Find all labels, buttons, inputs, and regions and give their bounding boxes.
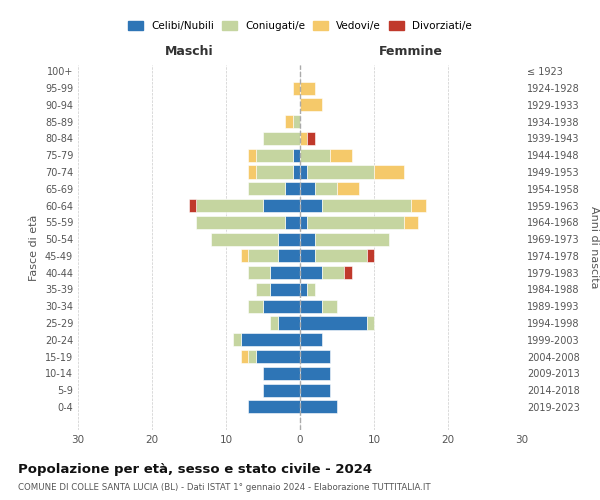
Bar <box>300 98 322 112</box>
Bar <box>263 384 300 396</box>
Bar <box>300 283 307 296</box>
Bar <box>307 283 315 296</box>
Bar <box>404 216 418 229</box>
Text: COMUNE DI COLLE SANTA LUCIA (BL) - Dati ISTAT 1° gennaio 2024 - Elaborazione TUT: COMUNE DI COLLE SANTA LUCIA (BL) - Dati … <box>18 484 431 492</box>
Bar <box>315 250 367 262</box>
Bar <box>241 333 300 346</box>
Bar <box>367 250 374 262</box>
Bar <box>293 82 300 94</box>
Bar <box>300 384 329 396</box>
Bar <box>278 316 300 330</box>
Text: Popolazione per età, sesso e stato civile - 2024: Popolazione per età, sesso e stato civil… <box>18 462 372 475</box>
Bar <box>307 166 374 178</box>
Bar <box>293 115 300 128</box>
Bar <box>248 400 300 413</box>
Bar <box>300 182 315 196</box>
Bar <box>189 199 196 212</box>
Bar <box>248 350 256 363</box>
Bar <box>315 182 337 196</box>
Bar <box>300 216 307 229</box>
Bar <box>337 182 359 196</box>
Bar <box>263 367 300 380</box>
Y-axis label: Anni di nascita: Anni di nascita <box>589 206 599 289</box>
Bar <box>300 367 329 380</box>
Bar <box>278 232 300 245</box>
Bar <box>285 216 300 229</box>
Bar <box>300 199 322 212</box>
Bar <box>300 232 315 245</box>
Bar <box>300 132 307 145</box>
Bar <box>248 182 285 196</box>
Bar <box>263 132 300 145</box>
Legend: Celibi/Nubili, Coniugati/e, Vedovi/e, Divorziati/e: Celibi/Nubili, Coniugati/e, Vedovi/e, Di… <box>126 19 474 34</box>
Bar <box>300 166 307 178</box>
Bar <box>322 199 411 212</box>
Y-axis label: Fasce di età: Fasce di età <box>29 214 39 280</box>
Text: Femmine: Femmine <box>379 45 443 58</box>
Bar <box>248 300 263 313</box>
Bar <box>248 250 278 262</box>
Bar <box>285 182 300 196</box>
Bar <box>248 148 256 162</box>
Bar <box>293 148 300 162</box>
Bar <box>263 300 300 313</box>
Bar <box>278 250 300 262</box>
Bar <box>367 316 374 330</box>
Bar <box>263 199 300 212</box>
Bar <box>307 132 315 145</box>
Bar <box>256 148 293 162</box>
Bar <box>374 166 404 178</box>
Bar <box>196 199 263 212</box>
Bar <box>300 266 322 279</box>
Bar <box>300 148 329 162</box>
Bar <box>300 300 322 313</box>
Bar <box>248 166 256 178</box>
Bar <box>300 250 315 262</box>
Bar <box>256 350 300 363</box>
Bar <box>329 148 352 162</box>
Bar <box>344 266 352 279</box>
Bar <box>271 283 300 296</box>
Bar <box>315 232 389 245</box>
Bar <box>285 115 293 128</box>
Bar <box>307 216 404 229</box>
Bar <box>256 166 293 178</box>
Bar <box>300 82 315 94</box>
Bar <box>241 350 248 363</box>
Bar <box>300 333 322 346</box>
Bar <box>256 283 271 296</box>
Bar <box>271 266 300 279</box>
Text: Maschi: Maschi <box>164 45 214 58</box>
Bar <box>322 266 344 279</box>
Bar <box>322 300 337 313</box>
Bar <box>248 266 271 279</box>
Bar <box>293 166 300 178</box>
Bar <box>300 316 367 330</box>
Bar <box>241 250 248 262</box>
Bar <box>233 333 241 346</box>
Bar <box>300 350 329 363</box>
Bar <box>196 216 285 229</box>
Bar <box>271 316 278 330</box>
Bar <box>211 232 278 245</box>
Bar <box>411 199 426 212</box>
Bar <box>300 400 337 413</box>
